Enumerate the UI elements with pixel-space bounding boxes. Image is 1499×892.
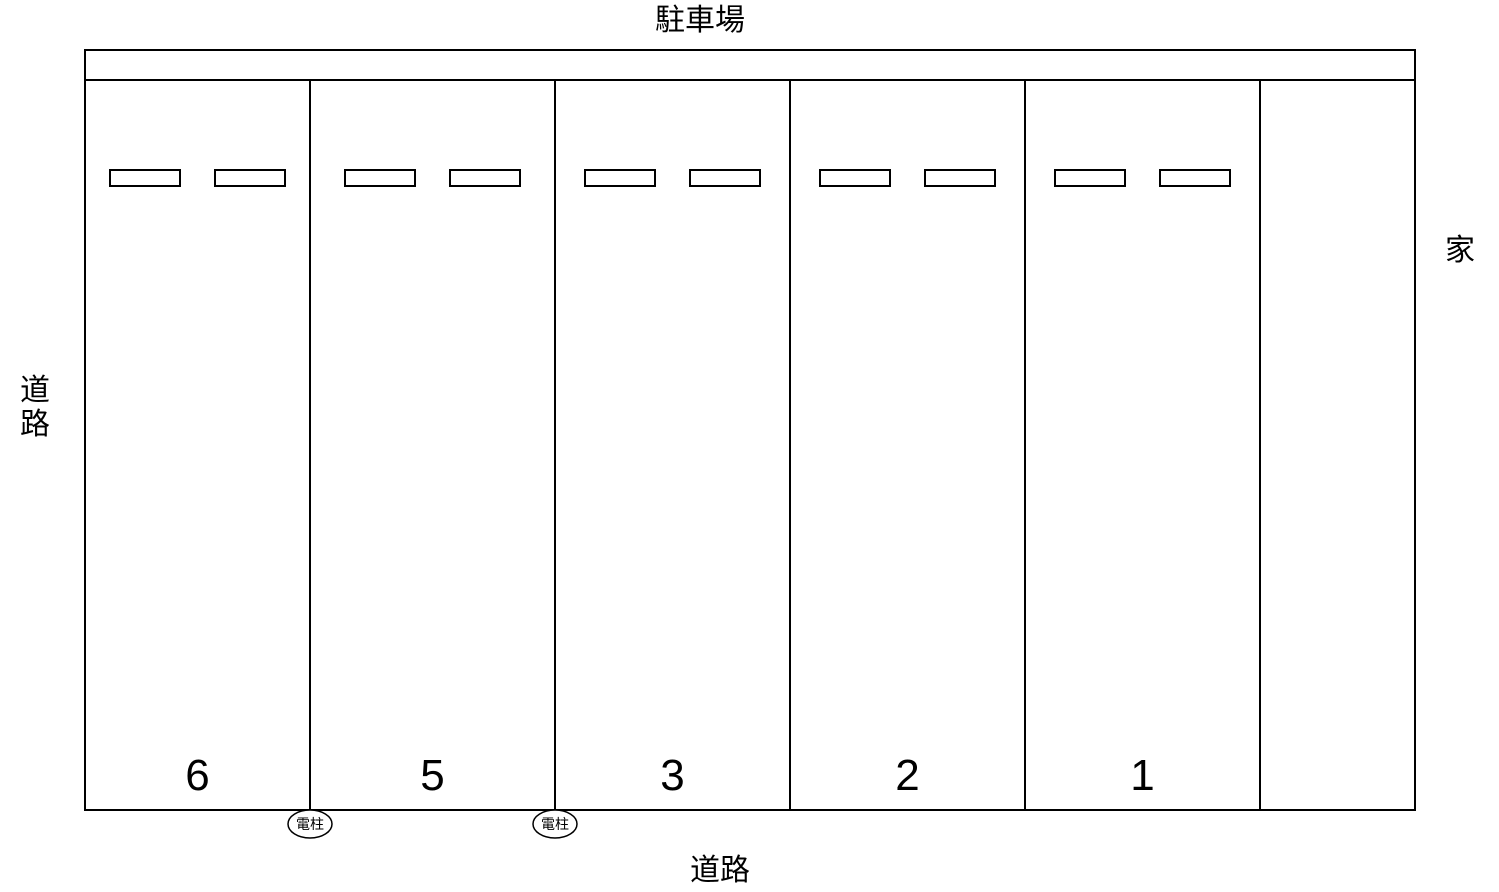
- space-number: 1: [1130, 751, 1154, 800]
- parking-bumper: [690, 170, 760, 186]
- parking-bumper: [820, 170, 890, 186]
- left-label: 路: [20, 408, 50, 441]
- right-label: 家: [1445, 234, 1475, 267]
- space-number: 3: [660, 751, 684, 800]
- space-number: 6: [185, 751, 209, 800]
- parking-bumper: [925, 170, 995, 186]
- parking-bumper: [1160, 170, 1230, 186]
- parking-bumper: [585, 170, 655, 186]
- left-label: 道: [20, 374, 50, 407]
- parking-bumper: [1055, 170, 1125, 186]
- parking-bumper: [345, 170, 415, 186]
- background: [0, 0, 1499, 892]
- space-number: 5: [420, 751, 444, 800]
- utility-pole-label: 電柱: [296, 816, 324, 832]
- space-number: 2: [895, 751, 919, 800]
- parking-bumper: [215, 170, 285, 186]
- utility-pole-label: 電柱: [541, 816, 569, 832]
- parking-bumper: [110, 170, 180, 186]
- parking-diagram: 65321電柱電柱駐車場家道路道路: [0, 0, 1499, 892]
- top-label: 駐車場: [655, 4, 745, 37]
- parking-bumper: [450, 170, 520, 186]
- bottom-label: 道路: [690, 854, 750, 887]
